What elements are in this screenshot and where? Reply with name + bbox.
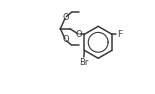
Text: O: O bbox=[62, 35, 69, 44]
Text: O: O bbox=[62, 13, 69, 22]
Text: O: O bbox=[76, 30, 82, 39]
Text: F: F bbox=[117, 30, 122, 39]
Text: Br: Br bbox=[79, 58, 89, 67]
